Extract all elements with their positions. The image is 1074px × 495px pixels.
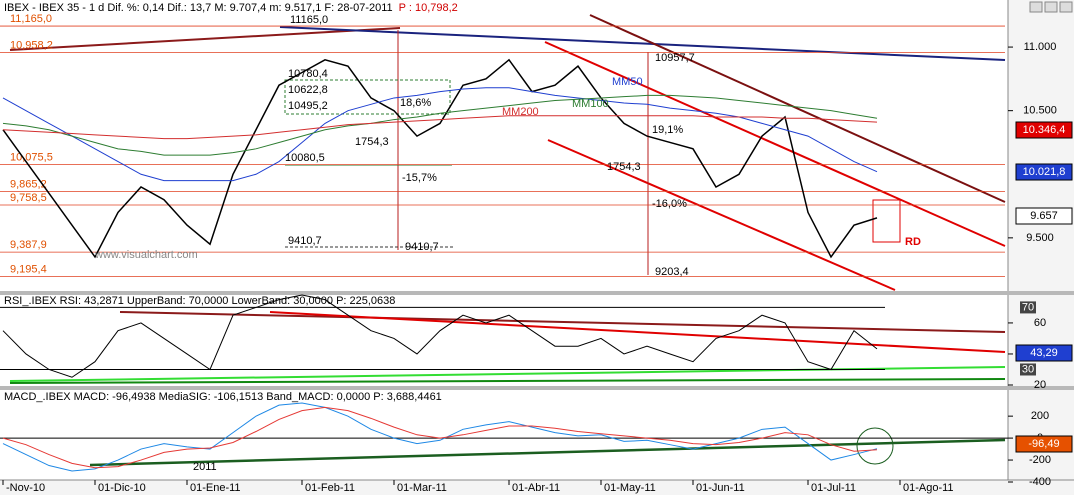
- series-line: [2, 402, 878, 472]
- right-axis-area: [1008, 0, 1074, 495]
- annotation: 10780,4: [288, 68, 328, 80]
- x-tick-label: 01-Ago-11: [903, 482, 954, 494]
- series-line: [2, 294, 878, 378]
- series-line: [2, 58, 878, 259]
- x-axis-area: [0, 480, 1074, 495]
- series-line: [2, 115, 878, 140]
- y-tick-label: 20: [1034, 379, 1046, 391]
- level-label: 9,195,4: [10, 264, 47, 276]
- band-label: 30: [1022, 363, 1034, 375]
- series-line: [2, 94, 878, 156]
- x-tick-label: 01-Ene-11: [190, 482, 241, 494]
- y-tick-label: 11.000: [1024, 41, 1057, 53]
- value-box-label: 10.346,4: [1023, 124, 1066, 136]
- band-box: [1020, 363, 1036, 376]
- annotation: 1754,3: [355, 136, 389, 148]
- x-tick-label: 01-May-11: [604, 482, 656, 494]
- value-box: [1015, 207, 1073, 225]
- value-box: [1015, 344, 1073, 362]
- y-tick-label: -200: [1029, 454, 1051, 466]
- annotation: 9410,7: [288, 235, 322, 247]
- button[interactable]: [1059, 1, 1073, 13]
- annotation: 1754,3: [607, 161, 641, 173]
- button[interactable]: [1029, 1, 1043, 13]
- panel-separator: [0, 386, 1074, 390]
- series-label: MM50: [612, 76, 643, 88]
- level-label: 11,165,0: [10, 13, 52, 25]
- series-line: [2, 87, 878, 182]
- level-label: 9,387,9: [10, 239, 47, 251]
- annotations: 11165,0 10780,4 10622,8 10495,2 10080,5 …: [4, 14, 921, 473]
- x-tick-label: 01-Jul-11: [811, 482, 856, 494]
- annotation: 10080,5: [285, 152, 325, 164]
- x-tick-label: 01-Dic-10: [98, 482, 146, 494]
- x-tick-label: 01-Mar-11: [397, 482, 447, 494]
- value-box: [1015, 163, 1073, 181]
- x-tick-label: 01-Feb-11: [305, 482, 355, 494]
- annotation: RD: [905, 236, 921, 248]
- window-buttons: [1029, 1, 1073, 13]
- annotation: -16,0%: [652, 198, 687, 210]
- panel-separator: [0, 291, 1074, 295]
- annotation: 10957,7: [655, 52, 695, 64]
- year-label: 2011: [193, 461, 217, 473]
- value-box: [1015, 121, 1073, 139]
- level-label: 9,758,5: [10, 192, 47, 204]
- x-tick-label: 01-Abr-11: [512, 482, 560, 494]
- y-tick-label: -400: [1029, 476, 1051, 488]
- band-box: [1020, 301, 1036, 314]
- annotation: 10622,8: [288, 84, 328, 96]
- value-box-label: 43,29: [1030, 347, 1058, 359]
- value-box-label: 9.657: [1030, 210, 1058, 222]
- annotation: 18,6%: [400, 97, 431, 109]
- band-label: 70: [1022, 301, 1034, 313]
- trend-lines: [9, 14, 1006, 291]
- value-box-label: 10.021,8: [1023, 166, 1066, 178]
- y-tick-label: 200: [1031, 410, 1049, 422]
- header: IBEX - IBEX 35 - 1 d Dif. %: 0,14 Dif.: …: [4, 2, 458, 14]
- annotation: -15,7%: [402, 172, 437, 184]
- annotation: 9203,4: [655, 266, 689, 278]
- series-label: MM100: [572, 98, 609, 110]
- level-label: 10,075,5: [10, 152, 53, 164]
- y-tick-label: 10.500: [1023, 105, 1057, 117]
- watermark: www.visualchart.com: [94, 249, 198, 261]
- series-line: [2, 406, 878, 469]
- annotation: 11165,0: [290, 14, 328, 26]
- annotation: 9410,7: [405, 241, 439, 253]
- annotation: 19,1%: [652, 124, 683, 136]
- panel-title: MACD_.IBEX MACD: -96,4938 MediaSIG: -106…: [4, 391, 442, 403]
- value-box: [1015, 435, 1073, 453]
- button[interactable]: [1044, 1, 1058, 13]
- panel-title: RSI_.IBEX RSI: 43,2871 UpperBand: 70,000…: [4, 295, 395, 307]
- series-label: MM200: [502, 106, 539, 118]
- header-text: IBEX - IBEX 35 - 1 d Dif. %: 0,14 Dif.: …: [4, 2, 393, 14]
- macd-trend-lines: [89, 427, 1006, 467]
- y-tick-label: 60: [1034, 317, 1046, 329]
- x-tick-label: 01-Jun-11: [696, 482, 745, 494]
- level-label: 10,958,2: [10, 39, 53, 51]
- value-box-label: -96,49: [1028, 438, 1059, 450]
- level-label: 9,865,2: [10, 178, 47, 190]
- header-price: P : 10,798,2: [399, 2, 458, 14]
- annotation: 10495,2: [288, 100, 328, 112]
- x-tick-label: -Nov-10: [6, 482, 45, 494]
- y-tick-label: 9.500: [1026, 232, 1054, 244]
